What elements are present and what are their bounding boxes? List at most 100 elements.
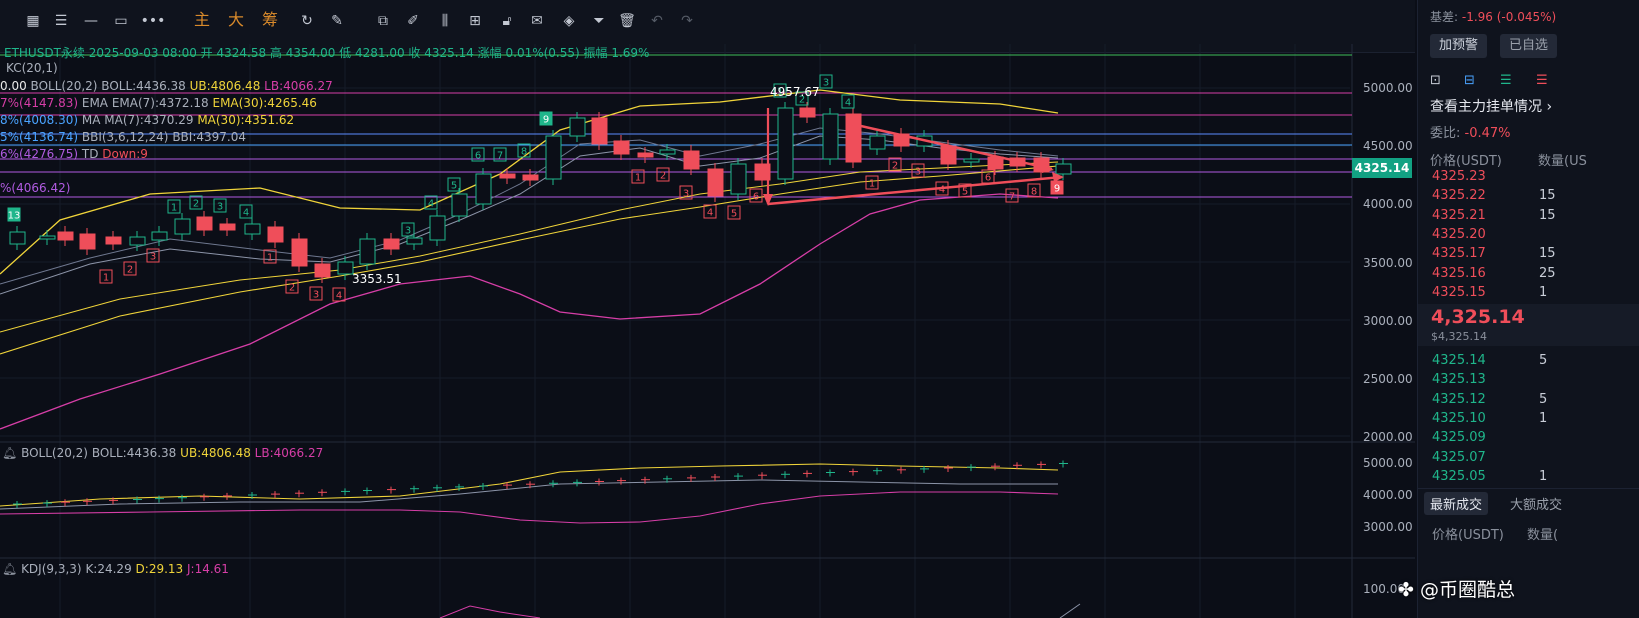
ratio-value: -0.47% <box>1464 126 1511 141</box>
td-counter-label: 4 <box>939 185 945 196</box>
td-counter-label: 3 <box>823 78 829 89</box>
td-counter-box <box>679 185 693 200</box>
add-alert-button[interactable]: 加预警 <box>1430 34 1488 58</box>
lines-icon[interactable]: ☰ <box>54 13 68 29</box>
bids-row[interactable]: 4325.14 5 <box>1432 353 1639 372</box>
lock-icon[interactable]: 🔓︎ <box>502 13 512 29</box>
more-icon[interactable]: ••• <box>140 13 166 29</box>
candle-body <box>522 174 539 181</box>
chips-button[interactable]: 筹 <box>262 10 279 29</box>
layout-asks-icon[interactable]: ☰ <box>1500 73 1512 88</box>
td-counter-box <box>99 269 113 284</box>
asks-qty: 15 <box>1539 207 1556 223</box>
candles-icon[interactable]: ⫼ <box>441 13 449 29</box>
kdj-k: K:24.29 <box>85 562 132 576</box>
measure-icon[interactable]: ⊞ <box>469 13 481 29</box>
candle-body <box>637 152 654 158</box>
trash-icon[interactable]: 🗑︎ <box>618 13 636 29</box>
boll-legend: 0.00 BOLL(20,2) BOLL:4436.38 UB:4806.48 … <box>0 79 333 93</box>
td-counter-box <box>309 286 323 301</box>
td-counter-box <box>263 249 277 264</box>
td-counter-label: 3 <box>915 167 921 178</box>
bids-row[interactable]: 4325.13 <box>1432 372 1639 391</box>
bids-row[interactable]: 4325.10 1 <box>1432 411 1639 430</box>
td-counter-label: 3 <box>150 252 156 263</box>
td-counter-box <box>819 74 833 89</box>
layout-both-icon[interactable]: ⊡ <box>1430 73 1441 88</box>
candle-body <box>291 238 308 267</box>
tab-large-trades[interactable]: 大额成交 <box>1510 498 1563 513</box>
bids-price: 4325.05 <box>1432 468 1486 484</box>
td-label: TD <box>81 147 99 161</box>
td-counter-label: 2 <box>193 199 199 210</box>
td-counter-box <box>727 205 741 220</box>
undo-icon[interactable]: ↶ <box>651 13 663 29</box>
td-counter-label: 3 <box>217 202 223 213</box>
filter-icon[interactable]: ⏷ <box>593 13 605 29</box>
asks-row[interactable]: 4325.16 25 <box>1432 266 1639 285</box>
td-counter-label: 7 <box>1009 192 1015 203</box>
asks-row[interactable]: 4325.21 15 <box>1432 208 1639 227</box>
minus-icon[interactable]: — <box>84 13 98 29</box>
candle-body <box>244 223 261 235</box>
td-counter-box <box>795 91 809 106</box>
current-price-badge: 4325.14 <box>1352 158 1412 178</box>
td-counter-label: 9 <box>1054 184 1060 195</box>
layout-red-icon[interactable]: ☰ <box>1536 73 1548 88</box>
trades-col-qty: 数量( <box>1527 528 1559 543</box>
col-qty: 数量(US <box>1538 154 1587 169</box>
asks-row[interactable]: 4325.23 <box>1432 169 1639 188</box>
copy-icon[interactable]: ⧉ <box>378 13 388 29</box>
redo-icon[interactable]: ↷ <box>681 13 693 29</box>
candle-body <box>105 236 122 245</box>
candle-body <box>659 149 676 155</box>
bids-row[interactable]: 4325.05 1 <box>1432 469 1639 488</box>
td-counter-label: 2 <box>660 171 666 182</box>
ema-label: EMA <box>81 96 109 110</box>
td-counter-box <box>865 175 879 190</box>
y-axis-label: 5000.00 <box>1363 81 1413 95</box>
draw-icon[interactable]: ✎ <box>331 13 343 29</box>
td-counter-label: 9 <box>543 115 549 126</box>
candle-body <box>683 150 700 170</box>
pen-icon[interactable]: ✐ <box>407 13 419 29</box>
orderbook-link[interactable]: 查看主力挂单情况 › <box>1430 96 1552 116</box>
tab-latest-trades[interactable]: 最新成交 <box>1424 492 1489 515</box>
left-cut-value: 6%(4276.75) <box>0 147 79 161</box>
shapes-icon[interactable]: ◈ <box>563 13 575 29</box>
candle-body <box>451 193 468 217</box>
ma7-line <box>0 135 1059 295</box>
chart-area[interactable]: 13 1 2 3 4 1 2 3 1 2 3 4 3 4 5 6 7 8 9 1 2 3 4 5 6 1 2 3 4 1 2 3 4 5 6 7 8 9 … <box>0 44 1415 618</box>
bids-price: 4325.13 <box>1432 372 1486 388</box>
td-counter-label: 3 <box>313 290 319 301</box>
watchlist-button[interactable]: 已自选 <box>1500 34 1558 58</box>
rect-icon[interactable]: ▭ <box>114 13 128 29</box>
asks-price: 4325.20 <box>1432 226 1486 242</box>
candle-body <box>475 173 492 205</box>
asks-row[interactable]: 4325.15 1 <box>1432 285 1639 304</box>
asks-qty: 15 <box>1539 246 1556 262</box>
bids-row[interactable]: 4325.12 5 <box>1432 392 1639 411</box>
td-counter-label: 5 <box>962 187 968 198</box>
bell-icon[interactable]: 🔔︎ <box>2 562 18 576</box>
chevron-right-icon: › <box>1546 99 1553 115</box>
grid-icon[interactable]: ▦ <box>26 13 40 29</box>
big-button[interactable]: 大 <box>228 10 245 29</box>
candle-body <box>383 238 400 250</box>
asks-row[interactable]: 4325.17 15 <box>1432 246 1639 265</box>
refresh-icon[interactable]: ↻ <box>301 13 313 29</box>
asks-row[interactable]: 4325.22 15 <box>1432 188 1639 207</box>
td-counter-box <box>1005 188 1019 203</box>
note-icon[interactable]: ✉ <box>531 13 543 29</box>
bids-row[interactable]: 4325.09 <box>1432 430 1639 449</box>
layout-bids-icon[interactable]: ⊟ <box>1464 73 1475 88</box>
bell-icon[interactable]: 🔔︎ <box>2 446 18 460</box>
left-cut-value: %(4066.42) <box>0 181 71 195</box>
bids-row[interactable]: 4325.07 <box>1432 450 1639 469</box>
ema-legend: 7%(4147.83) EMA EMA(7):4372.18 EMA(30):4… <box>0 96 317 110</box>
boll-pane-mid: BOLL:4436.38 <box>91 446 177 460</box>
chart-canvas[interactable]: 13 1 2 3 4 1 2 3 1 2 3 4 3 4 5 6 7 8 9 1 2 3 4 5 6 1 2 3 4 1 2 3 4 5 6 7 8 9 <box>0 44 1415 618</box>
asks-row[interactable]: 4325.20 <box>1432 227 1639 246</box>
candle-body <box>406 237 423 245</box>
main-chart-button[interactable]: 主 <box>194 10 211 29</box>
